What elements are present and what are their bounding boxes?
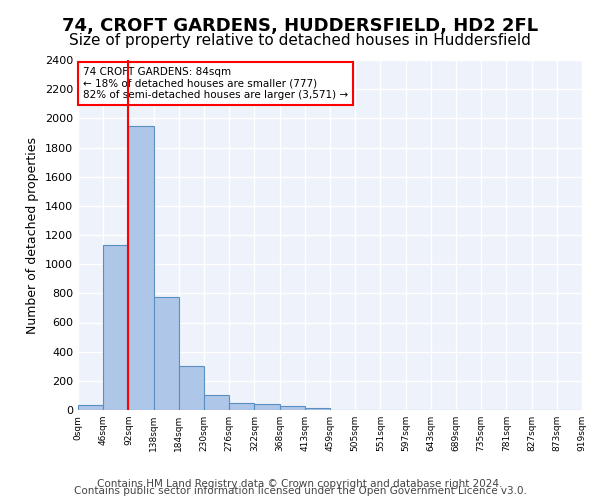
Bar (254, 404, 280, 410)
Text: Size of property relative to detached houses in Huddersfield: Size of property relative to detached ho… (69, 32, 531, 48)
Bar (204, 394, 229, 410)
Bar (103, 245, 128, 410)
Bar (154, 297, 179, 410)
Text: 74, CROFT GARDENS, HUDDERSFIELD, HD2 2FL: 74, CROFT GARDENS, HUDDERSFIELD, HD2 2FL (62, 18, 538, 36)
Bar (229, 403, 254, 410)
Text: Contains HM Land Registry data © Crown copyright and database right 2024.: Contains HM Land Registry data © Crown c… (97, 479, 503, 489)
Bar (280, 406, 305, 410)
Bar (179, 366, 204, 410)
Bar (305, 408, 330, 410)
Text: 74 CROFT GARDENS: 84sqm
← 18% of detached houses are smaller (777)
82% of semi-d: 74 CROFT GARDENS: 84sqm ← 18% of detache… (83, 67, 348, 100)
Y-axis label: Number of detached properties: Number of detached properties (26, 136, 40, 334)
Bar (128, 126, 154, 410)
Text: Contains public sector information licensed under the Open Government Licence v3: Contains public sector information licen… (74, 486, 526, 496)
Bar (78, 405, 103, 410)
